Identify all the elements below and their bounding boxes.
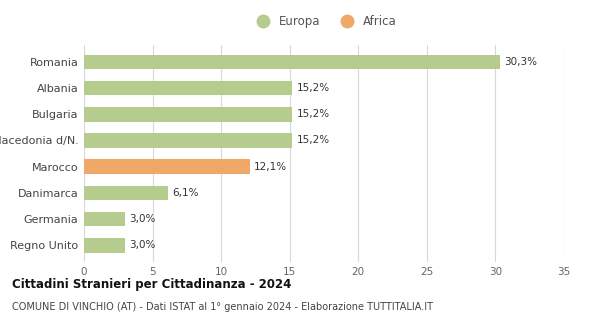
Text: 3,0%: 3,0% [129, 240, 155, 250]
Bar [84, 159, 250, 174]
Text: 12,1%: 12,1% [254, 162, 287, 172]
Bar [84, 186, 167, 200]
Text: 15,2%: 15,2% [296, 135, 329, 146]
Bar [84, 238, 125, 252]
Text: 15,2%: 15,2% [296, 83, 329, 93]
Bar [84, 107, 292, 122]
Bar [84, 55, 500, 69]
Text: 3,0%: 3,0% [129, 214, 155, 224]
Text: Cittadini Stranieri per Cittadinanza - 2024: Cittadini Stranieri per Cittadinanza - 2… [12, 278, 292, 292]
Bar [84, 81, 292, 95]
Legend: Europa, Africa: Europa, Africa [246, 10, 402, 32]
Text: 30,3%: 30,3% [503, 57, 536, 67]
Text: 15,2%: 15,2% [296, 109, 329, 119]
Text: COMUNE DI VINCHIO (AT) - Dati ISTAT al 1° gennaio 2024 - Elaborazione TUTTITALIA: COMUNE DI VINCHIO (AT) - Dati ISTAT al 1… [12, 302, 433, 312]
Text: 6,1%: 6,1% [172, 188, 198, 198]
Bar [84, 133, 292, 148]
Bar [84, 212, 125, 226]
